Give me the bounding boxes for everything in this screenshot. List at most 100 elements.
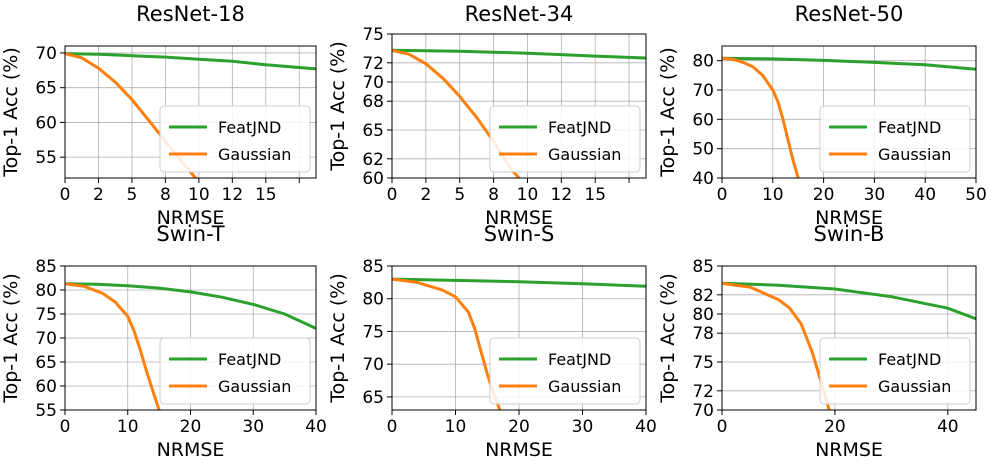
x-tick-label: 50 bbox=[965, 185, 987, 205]
legend-label: Gaussian bbox=[878, 377, 951, 396]
x-axis-label: NRMSE bbox=[815, 207, 883, 229]
x-tick-label: 20 bbox=[180, 417, 202, 437]
x-tick-label: 15 bbox=[255, 185, 277, 205]
x-tick-label: 10 bbox=[117, 417, 139, 437]
y-tick-label: 60 bbox=[35, 113, 57, 133]
x-tick-label: 0 bbox=[60, 417, 71, 437]
series-line-featjnd bbox=[722, 281, 976, 321]
x-tick-label: 8 bbox=[160, 185, 171, 205]
x-tick-label: 40 bbox=[937, 417, 959, 437]
plot-frame bbox=[64, 45, 317, 179]
x-tick-label: 12 bbox=[222, 185, 244, 205]
x-tick-label: 15 bbox=[584, 185, 606, 205]
legend-label: Gaussian bbox=[548, 145, 621, 164]
series-line-gaussian bbox=[65, 282, 161, 410]
subplot-title: Swin-B bbox=[814, 222, 885, 246]
x-tick-label: 5 bbox=[454, 185, 465, 205]
y-axis-label: Top-1 Acc (%) bbox=[327, 273, 349, 404]
legend-label: Gaussian bbox=[878, 145, 951, 164]
x-axis-label: NRMSE bbox=[485, 207, 553, 229]
legend-label: Gaussian bbox=[548, 377, 621, 396]
y-tick-label: 72 bbox=[692, 382, 714, 402]
y-tick-label: 78 bbox=[692, 324, 714, 344]
y-axis-label: Top-1 Acc (%) bbox=[0, 47, 22, 178]
y-tick-label: 55 bbox=[35, 148, 57, 168]
y-tick-label: 72 bbox=[362, 54, 384, 74]
y-tick-label: 65 bbox=[35, 353, 57, 373]
plot-frame bbox=[721, 265, 977, 411]
x-tick-label: 0 bbox=[60, 185, 71, 205]
legend-label: FeatJND bbox=[548, 350, 611, 369]
x-tick-label: 2 bbox=[420, 185, 431, 205]
x-axis-label: NRMSE bbox=[157, 439, 225, 461]
subplot-4: 0 10 20 30 40 55 60 65 70 75 80 85 FeatJND Gaussian Sw… bbox=[0, 222, 327, 461]
subplot-title: Swin-S bbox=[484, 222, 555, 246]
y-tick-label: 60 bbox=[362, 169, 384, 189]
x-tick-label: 8 bbox=[488, 185, 499, 205]
series-line-gaussian bbox=[722, 56, 800, 178]
y-tick-label: 70 bbox=[362, 355, 384, 375]
y-tick-label: 60 bbox=[692, 110, 714, 130]
x-tick-label: 20 bbox=[813, 185, 835, 205]
x-tick-label: 10 bbox=[762, 185, 784, 205]
x-tick-label: 30 bbox=[242, 417, 264, 437]
series-line-featjnd bbox=[65, 52, 316, 71]
plot-frame bbox=[391, 265, 647, 411]
y-tick-label: 70 bbox=[35, 329, 57, 349]
legend-label: Gaussian bbox=[218, 377, 291, 396]
x-axis-label: NRMSE bbox=[485, 439, 553, 461]
y-tick-label: 75 bbox=[362, 25, 384, 45]
legend-label: FeatJND bbox=[878, 118, 941, 137]
plot-frame bbox=[721, 45, 977, 179]
x-axis-label: NRMSE bbox=[815, 439, 883, 461]
x-tick-label: 40 bbox=[635, 417, 657, 437]
y-tick-label: 75 bbox=[362, 322, 384, 342]
subplot-5: 0 10 20 30 40 65 70 75 80 85 FeatJND Gaussian Swin-S… bbox=[327, 222, 657, 461]
series-line-featjnd bbox=[722, 56, 976, 71]
y-tick-label: 80 bbox=[692, 305, 714, 325]
series-line-featjnd bbox=[392, 48, 646, 60]
series-line-featjnd bbox=[392, 277, 646, 288]
y-tick-label: 85 bbox=[35, 257, 57, 277]
y-tick-label: 65 bbox=[35, 79, 57, 99]
y-tick-label: 75 bbox=[692, 353, 714, 373]
x-tick-label: 40 bbox=[914, 185, 936, 205]
y-tick-label: 60 bbox=[35, 377, 57, 397]
subplot-title: ResNet-50 bbox=[795, 2, 904, 26]
x-axis-label: NRMSE bbox=[157, 207, 225, 229]
y-axis-label: Top-1 Acc (%) bbox=[657, 47, 679, 178]
y-tick-label: 50 bbox=[692, 140, 714, 160]
y-axis-label: Top-1 Acc (%) bbox=[0, 273, 22, 404]
x-tick-label: 12 bbox=[551, 185, 573, 205]
y-tick-label: 70 bbox=[692, 401, 714, 421]
y-tick-label: 40 bbox=[692, 169, 714, 189]
y-tick-label: 55 bbox=[35, 401, 57, 421]
y-tick-label: 80 bbox=[692, 52, 714, 72]
subplot-title: ResNet-18 bbox=[136, 2, 245, 26]
y-tick-label: 70 bbox=[362, 73, 384, 93]
x-tick-label: 20 bbox=[824, 417, 846, 437]
legend-label: Gaussian bbox=[218, 145, 291, 164]
plot-frame bbox=[64, 265, 317, 411]
y-tick-label: 85 bbox=[362, 257, 384, 277]
y-tick-label: 68 bbox=[362, 92, 384, 112]
x-tick-label: 0 bbox=[387, 185, 398, 205]
subplot-title: ResNet-34 bbox=[465, 2, 574, 26]
y-tick-label: 82 bbox=[692, 286, 714, 306]
x-tick-label: 30 bbox=[572, 417, 594, 437]
x-tick-label: 30 bbox=[864, 185, 886, 205]
subplot-title: Swin-T bbox=[156, 222, 224, 246]
y-tick-label: 80 bbox=[35, 281, 57, 301]
y-tick-label: 70 bbox=[35, 44, 57, 64]
x-tick-label: 20 bbox=[508, 417, 530, 437]
legend-label: FeatJND bbox=[878, 350, 941, 369]
legend-label: FeatJND bbox=[218, 350, 281, 369]
y-tick-label: 75 bbox=[35, 305, 57, 325]
plot-frame bbox=[391, 33, 647, 179]
y-axis-label: Top-1 Acc (%) bbox=[657, 273, 679, 404]
x-tick-label: 40 bbox=[305, 417, 327, 437]
y-tick-label: 65 bbox=[362, 121, 384, 141]
